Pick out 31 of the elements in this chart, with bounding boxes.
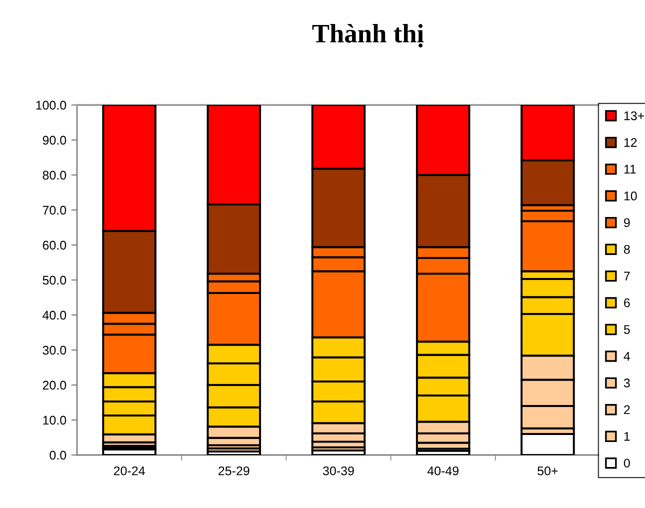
legend-label: 9 xyxy=(624,218,630,228)
legend-label: 11 xyxy=(624,164,636,174)
y-tick-label: 0.0 xyxy=(50,450,66,460)
y-tick-label: 80.0 xyxy=(42,170,66,180)
legend-label: 3 xyxy=(624,378,630,388)
y-tick-label: 50.0 xyxy=(42,276,66,285)
legend-label: 13+ xyxy=(624,111,644,120)
x-tick-label: 25-29 xyxy=(218,466,250,476)
x-tick-label: 40-49 xyxy=(427,466,458,476)
legend-label: 6 xyxy=(624,298,630,308)
y-tick-label: 70.0 xyxy=(42,206,66,215)
legend-label: 10 xyxy=(624,192,637,200)
y-tick-label: 40.0 xyxy=(42,310,66,320)
legend-label: 2 xyxy=(624,405,630,414)
y-tick-label: 30.0 xyxy=(42,346,66,355)
y-tick-label: 100.0 xyxy=(36,100,66,110)
legend-label: 4 xyxy=(624,352,630,361)
legend-label: 7 xyxy=(624,272,630,280)
legend-label: 0 xyxy=(624,458,630,468)
x-tick-label: 20-24 xyxy=(114,466,145,476)
y-tick-label: 90.0 xyxy=(42,136,66,145)
legend-label: 5 xyxy=(624,325,630,334)
chart-title: Thành thị xyxy=(312,24,424,48)
y-tick-label: 60.0 xyxy=(42,240,66,250)
legend-label: 12 xyxy=(624,138,637,147)
legend-label: 1 xyxy=(624,432,630,441)
x-tick-label: 50+ xyxy=(538,466,558,476)
y-tick-label: 20.0 xyxy=(42,380,66,390)
y-tick-label: 10.0 xyxy=(43,416,66,425)
legend-label: 8 xyxy=(624,244,630,254)
x-tick-label: 30-39 xyxy=(322,466,354,476)
